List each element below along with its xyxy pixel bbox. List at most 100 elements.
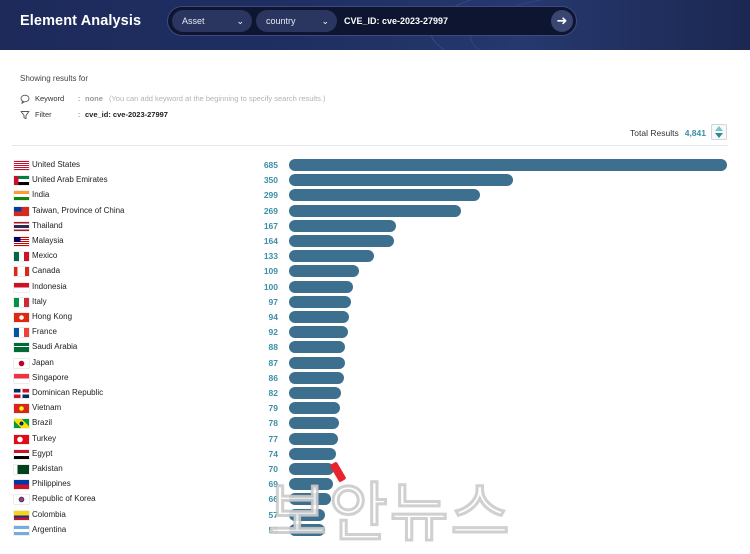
- chart-row[interactable]: Turkey 77: [0, 432, 750, 447]
- chart-bar[interactable]: [289, 280, 353, 293]
- chart-row[interactable]: France 92: [0, 325, 750, 340]
- speech-bubble-icon: [20, 94, 30, 105]
- flag-mx-icon: [14, 252, 29, 262]
- chart-bar[interactable]: [289, 371, 344, 384]
- chart-bar[interactable]: [289, 159, 727, 171]
- chart-bar[interactable]: [289, 204, 461, 217]
- chart-category-label: Philippines: [32, 479, 71, 489]
- chart-row[interactable]: Indonesia 100: [0, 280, 750, 295]
- chart-value-label: 78: [268, 418, 278, 429]
- chart-row[interactable]: Singapore 86: [0, 371, 750, 386]
- flag-fr-icon: [14, 328, 29, 338]
- chart-bar[interactable]: [289, 341, 346, 354]
- asset-select[interactable]: Asset ⌄: [172, 10, 252, 32]
- search-submit-button[interactable]: ➜: [551, 10, 573, 32]
- chart-row[interactable]: Egypt 74: [0, 447, 750, 462]
- chart-category-label: Taiwan, Province of China: [32, 205, 125, 215]
- chart-category-label: Italy: [32, 296, 47, 306]
- chart-value-label: 109: [263, 266, 278, 277]
- chart-bar[interactable]: [289, 265, 359, 278]
- chart-category-label: Mexico: [32, 251, 58, 261]
- chart-row[interactable]: Malaysia 164: [0, 234, 750, 249]
- chart-category-label: Singapore: [32, 372, 69, 382]
- chart-bar[interactable]: [289, 311, 350, 323]
- chart-value-label: 87: [268, 357, 278, 368]
- chart-bar[interactable]: [289, 478, 334, 491]
- chart-row[interactable]: Italy 97: [0, 295, 750, 310]
- chart-row[interactable]: United Arab Emirates 350: [0, 173, 750, 188]
- chart-bar[interactable]: [289, 508, 326, 521]
- chart-bar[interactable]: [289, 356, 345, 369]
- chart-bar[interactable]: [289, 189, 481, 202]
- chart-bar[interactable]: [289, 250, 375, 263]
- flag-tr-icon: [14, 434, 29, 444]
- chart-row[interactable]: Dominican Republic 82: [0, 386, 750, 401]
- chart-row[interactable]: Hong Kong 94: [0, 310, 750, 325]
- chart-value-label: 97: [268, 296, 278, 307]
- chart-value-label: 269: [263, 205, 278, 216]
- flag-do-icon: [14, 389, 29, 398]
- total-results-label: Total Results: [630, 128, 679, 138]
- app-title: Element Analysis: [20, 13, 142, 29]
- total-results-count: 4,841: [684, 128, 706, 138]
- chart-category-label: Dominican Republic: [32, 388, 104, 397]
- chart-category-label: India: [32, 190, 50, 200]
- chart-row[interactable]: Republic of Korea 66: [0, 492, 750, 507]
- keyword-hint: (You can add keyword at the beginning to…: [109, 94, 326, 103]
- chart-bar[interactable]: [289, 235, 394, 247]
- flag-it-icon: [14, 297, 29, 307]
- chart-bar[interactable]: [289, 447, 337, 460]
- chart-bar[interactable]: [289, 295, 352, 308]
- filter-value: cve_id: cve-2023-27997: [85, 110, 168, 119]
- chart-row[interactable]: United States 685: [0, 158, 750, 173]
- arrow-right-icon: ➜: [556, 13, 568, 28]
- field-select[interactable]: country ⌄: [256, 10, 337, 32]
- flag-br-icon: [14, 419, 29, 429]
- flag-eg-icon: [14, 449, 29, 459]
- chart-bar[interactable]: [289, 432, 339, 445]
- chart-category-label: United Arab Emirates: [32, 175, 108, 185]
- flag-kr-icon: [14, 495, 29, 505]
- sort-down-icon: [715, 133, 723, 138]
- chart-row[interactable]: India 299: [0, 188, 750, 203]
- sort-toggle-button[interactable]: [711, 124, 727, 140]
- chart-bar[interactable]: [289, 402, 340, 415]
- chart-row[interactable]: Pakistan 70: [0, 462, 750, 477]
- chart-row[interactable]: Argentina 56: [0, 523, 750, 538]
- filter-icon: [20, 110, 30, 120]
- chevron-down-icon: ⌄: [236, 16, 244, 26]
- chart-row[interactable]: Mexico 133: [0, 249, 750, 264]
- chart-value-label: 56: [268, 524, 278, 535]
- chart-bar[interactable]: [289, 326, 348, 339]
- chart-row[interactable]: Taiwan, Province of China 269: [0, 204, 750, 219]
- chart-category-label: Turkey: [32, 433, 57, 443]
- chart-row[interactable]: Japan 87: [0, 356, 750, 371]
- chart-value-label: 82: [268, 388, 278, 398]
- chart-value-label: 299: [263, 190, 278, 201]
- chart-bar[interactable]: [289, 523, 325, 536]
- chart-bar[interactable]: [289, 493, 332, 506]
- chart-row[interactable]: Thailand 167: [0, 219, 750, 234]
- flag-th-icon: [14, 221, 29, 231]
- total-results: Total Results 4,841: [630, 128, 706, 138]
- search-bar: Asset ⌄ country ⌄ CVE_ID: cve-2023-27997…: [167, 6, 577, 36]
- chart-row[interactable]: Brazil 78: [0, 416, 750, 431]
- keyword-label: Keyword: [35, 94, 65, 103]
- chart-bar[interactable]: [289, 387, 342, 399]
- chart-bar[interactable]: [289, 219, 396, 232]
- chevron-down-icon: ⌄: [321, 16, 329, 26]
- divider: [12, 145, 728, 146]
- chart-row[interactable]: Colombia 57: [0, 508, 750, 523]
- chart-bar[interactable]: [289, 463, 334, 475]
- chart-value-label: 69: [268, 479, 278, 490]
- keyword-separator: :: [78, 94, 81, 103]
- search-input[interactable]: CVE_ID: cve-2023-27997: [344, 16, 449, 26]
- header-bar: Element Analysis Asset ⌄ country ⌄ CVE_I…: [0, 0, 750, 50]
- chart-row[interactable]: Saudi Arabia 88: [0, 340, 750, 355]
- chart-row[interactable]: Canada 109: [0, 264, 750, 279]
- filter-label: Filter: [35, 110, 52, 119]
- chart-bar[interactable]: [289, 417, 339, 430]
- chart-row[interactable]: Philippines 69: [0, 477, 750, 492]
- chart-row[interactable]: Vietnam 79: [0, 401, 750, 416]
- chart-bar[interactable]: [289, 174, 513, 187]
